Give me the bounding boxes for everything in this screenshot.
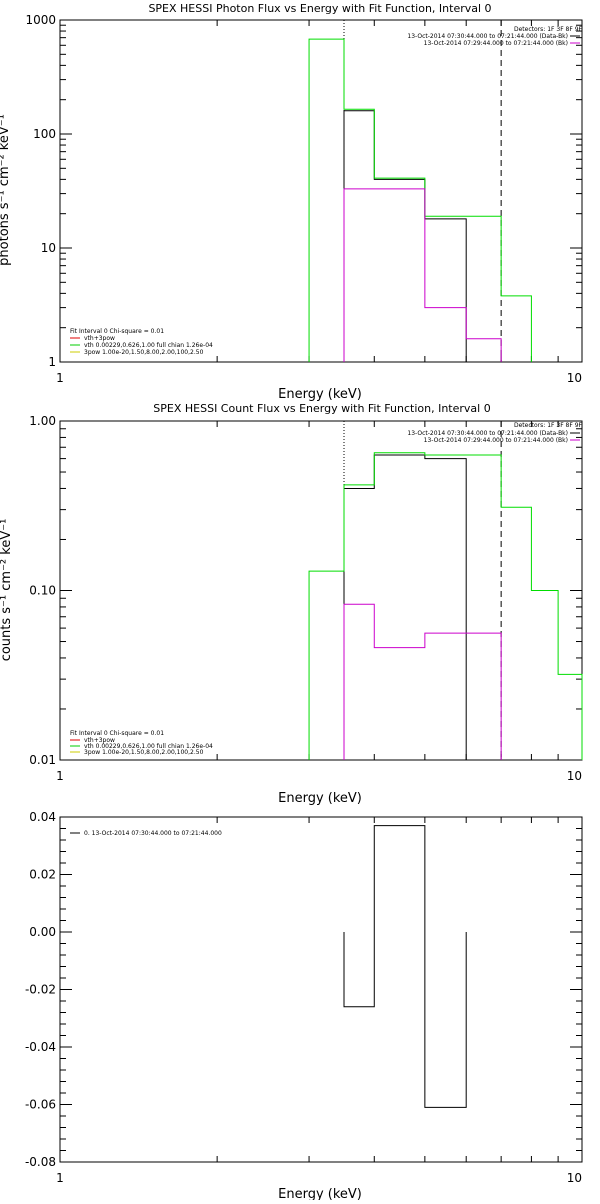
y-tick-label-0.01: 0.01	[29, 753, 56, 767]
legend-top-right: Detectors: 1F 3F 8F 9F 13-Oct-2014 07:30…	[407, 422, 582, 444]
x-tick-label-10: 10	[567, 371, 582, 385]
legend-entry-data-bk: 13-Oct-2014 07:30:44.000 to 07:21:44.000…	[407, 430, 568, 437]
y-tick-label-0.04: 0.04	[29, 810, 56, 824]
series-line-0	[343, 110, 467, 362]
series-line-0	[343, 825, 467, 1108]
axis-ticks: 1 10 0.01 0.10 1.00	[29, 414, 583, 783]
series-line-1	[308, 38, 532, 362]
plot-frame	[59, 19, 583, 363]
axis-ticks: 1 10 -0.08 -0.06 -0.04 -0.02 0.00 0.02 0.04	[25, 810, 583, 1185]
y-tick-label-1: 1.00	[29, 414, 56, 428]
y-axis-label: photons s⁻¹ cm⁻² keV⁻¹	[0, 114, 12, 266]
series-line-2	[343, 188, 502, 362]
count-flux-panel: SPEX HESSI Count Flux vs Energy with Fit…	[0, 402, 583, 806]
legend-entry-vth-3pow: vth+3pow	[84, 737, 115, 744]
legend-entry-vth-3pow: vth+3pow	[84, 335, 115, 342]
x-axis-label: Energy (keV)	[278, 387, 362, 402]
series-line-2	[343, 603, 502, 760]
y-tick-label-0.1: 0.10	[29, 584, 56, 598]
legend-entry-3pow: 3pow 1.00e-20,1.50,8.00,2.00,100,2.50	[84, 749, 204, 756]
chart-title: SPEX HESSI Photon Flux vs Energy with Fi…	[148, 2, 491, 15]
legend-header: Detectors: 1F 3F 8F 9F	[514, 26, 583, 33]
photon-flux-panel: SPEX HESSI Photon Flux vs Energy with Fi…	[0, 2, 583, 402]
y-tick-label--0.08: -0.08	[25, 1155, 56, 1169]
legend-top-left: 0. 13-Oct-2014 07:30:44.000 to 07:21:44.…	[70, 830, 222, 837]
y-tick-label-10: 10	[41, 241, 56, 255]
x-tick-label-1: 1	[56, 769, 64, 783]
y-tick-label-1: 1	[48, 355, 56, 369]
x-tick-label-10: 10	[567, 1171, 582, 1185]
legend-header: Detectors: 1F 3F 8F 9F	[514, 422, 583, 429]
legend-bottom-left: Fit Interval 0 Chi-square = 0.01 vth+3po…	[70, 328, 213, 356]
plot-frame	[59, 816, 583, 1163]
legend-entry-bk: 13-Oct-2014 07:29:44.000 to 07:21:44.000…	[424, 437, 568, 444]
series-line-1	[308, 452, 583, 760]
y-tick-label-1000: 1000	[25, 13, 56, 27]
chart-title: SPEX HESSI Count Flux vs Energy with Fit…	[153, 402, 490, 415]
legend-entry-bk: 13-Oct-2014 07:29:44.000 to 07:21:44.000…	[424, 40, 568, 47]
y-tick-label--0.02: -0.02	[25, 983, 56, 997]
y-axis-label: counts s⁻¹ cm⁻² keV⁻¹	[0, 519, 14, 662]
series-line-0	[343, 454, 467, 760]
legend-entry-vth: vth 0.00229,0.626,1.00 full chian 1.26e-…	[84, 342, 213, 349]
x-axis-label: Energy (keV)	[278, 1187, 362, 1200]
y-tick-label-0.02: 0.02	[29, 868, 56, 882]
legend-top-right: Detectors: 1F 3F 8F 9F 13-Oct-2014 07:30…	[407, 26, 582, 47]
y-tick-label-100: 100	[33, 127, 56, 141]
fit-header: Fit Interval 0 Chi-square = 0.01	[70, 730, 164, 737]
y-tick-label-0: 0.00	[29, 925, 56, 939]
plot-frame	[59, 420, 583, 761]
residuals-panel: 1 10 -0.08 -0.06 -0.04 -0.02 0.00 0.02 0.04 0. 1…	[25, 810, 583, 1202]
legend-entry-3pow: 3pow 1.00e-20,1.50,8.00,2.00,100,2.50	[84, 349, 204, 356]
series-group	[308, 38, 532, 362]
fit-header: Fit Interval 0 Chi-square = 0.01	[70, 328, 164, 335]
x-tick-label-1: 1	[56, 1171, 64, 1185]
y-tick-label--0.04: -0.04	[25, 1040, 56, 1054]
legend-entry-data-bk: 13-Oct-2014 07:30:44.000 to 07:21:44.000…	[407, 33, 568, 40]
x-tick-label-1: 1	[56, 371, 64, 385]
series-group	[343, 825, 467, 1108]
series-group	[308, 452, 583, 760]
legend-entry-residual: 0. 13-Oct-2014 07:30:44.000 to 07:21:44.…	[84, 830, 222, 837]
legend-bottom-left: Fit Interval 0 Chi-square = 0.01 vth+3po…	[70, 730, 213, 756]
x-axis-label: Energy (keV)	[278, 791, 362, 806]
y-tick-label--0.06: -0.06	[25, 1098, 56, 1112]
x-tick-label-10: 10	[567, 769, 582, 783]
legend-entry-vth: vth 0.00229,0.626,1.00 full chian 1.26e-…	[84, 743, 213, 750]
